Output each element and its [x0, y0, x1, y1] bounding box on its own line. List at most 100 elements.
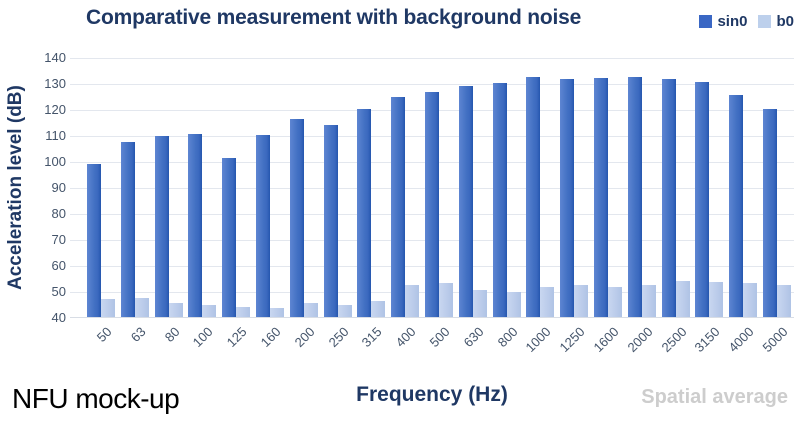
- bar-group-630: [458, 85, 487, 317]
- gridline: [70, 58, 794, 59]
- bar-group-315: [357, 109, 386, 317]
- bar-group-250: [323, 124, 352, 317]
- y-axis-title: Acceleration level (dB): [5, 85, 26, 291]
- footer-note-right: Spatial average: [641, 386, 788, 408]
- bar-sin0-3150: [695, 81, 710, 317]
- bar-b0-200: [303, 302, 318, 317]
- bar-group-160: [256, 135, 284, 317]
- x-tick-label: 800: [494, 324, 521, 350]
- legend-item-sin0: sin0: [699, 13, 747, 30]
- bar-sin0-400: [391, 97, 406, 317]
- bar-b0-5000: [777, 284, 791, 317]
- x-tick-label: 125: [223, 324, 250, 350]
- bar-group-3150: [695, 81, 724, 317]
- x-tick-label: 400: [392, 324, 419, 350]
- bar-group-1600: [594, 77, 622, 317]
- bar-sin0-250: [323, 124, 338, 317]
- bar-sin0-1600: [594, 77, 608, 317]
- bar-sin0-500: [425, 92, 439, 317]
- bar-b0-2500: [675, 280, 690, 317]
- x-tick-label: 200: [291, 324, 318, 350]
- bar-group-200: [289, 119, 318, 317]
- bar-b0-315: [371, 301, 386, 317]
- bar-group-50: [87, 163, 115, 317]
- bar-group-63: [120, 141, 149, 317]
- gridline: [70, 84, 794, 85]
- bar-b0-63: [134, 297, 149, 317]
- bar-b0-250: [337, 305, 352, 317]
- bar-b0-800: [506, 292, 521, 317]
- bar-group-5000: [763, 109, 791, 317]
- x-tick-label: 2000: [624, 324, 656, 356]
- x-tick-label: 50: [93, 324, 115, 345]
- bar-sin0-2500: [661, 79, 676, 317]
- bar-b0-400: [405, 284, 420, 317]
- y-tick-label: 40: [51, 310, 66, 325]
- bar-group-125: [222, 158, 251, 317]
- bar-sin0-50: [87, 163, 101, 317]
- bar-b0-1250: [574, 284, 589, 317]
- y-tick-label: 60: [51, 258, 66, 273]
- bar-b0-1000: [540, 287, 555, 317]
- bar-b0-50: [101, 298, 115, 317]
- bar-sin0-63: [120, 141, 135, 317]
- sin0-swatch-icon: [699, 15, 713, 28]
- bar-sin0-800: [492, 83, 507, 317]
- x-axis: 50 63 80 100 125 160 200 250 315 400 500 630 800 1000…: [70, 324, 794, 376]
- bar-b0-2000: [641, 284, 656, 317]
- y-tick-label: 130: [44, 76, 66, 91]
- bar-sin0-315: [357, 109, 372, 317]
- legend: sin0 b0: [699, 13, 794, 30]
- b0-swatch-icon: [758, 15, 772, 28]
- bar-sin0-4000: [729, 94, 744, 317]
- bar-b0-500: [439, 283, 453, 317]
- x-tick-label: 5000: [759, 324, 791, 356]
- bar-group-100: [188, 133, 217, 317]
- x-tick-label: 3150: [691, 324, 723, 356]
- x-tick-label: 1600: [590, 324, 622, 356]
- bar-sin0-80: [154, 136, 169, 317]
- bar-b0-100: [202, 305, 217, 317]
- bar-b0-125: [236, 306, 251, 317]
- y-tick-label: 120: [44, 102, 66, 117]
- x-tick-label: 100: [190, 324, 216, 350]
- legend-item-b0: b0: [758, 13, 794, 30]
- bar-sin0-2000: [627, 76, 642, 317]
- bar-b0-630: [472, 289, 487, 317]
- bar-b0-4000: [743, 283, 758, 317]
- bar-sin0-100: [188, 133, 203, 317]
- plot-area: [70, 58, 794, 318]
- bar-sin0-125: [222, 158, 237, 317]
- footer-note-left: NFU mock-up: [12, 383, 180, 414]
- bar-group-1000: [526, 76, 555, 317]
- bar-group-4000: [729, 94, 758, 317]
- x-axis-title: Frequency (Hz): [356, 383, 508, 406]
- y-tick-label: 110: [45, 128, 66, 143]
- bar-b0-1600: [608, 287, 622, 317]
- x-tick-label: 250: [325, 324, 352, 350]
- x-tick-label: 1250: [556, 324, 588, 356]
- y-tick-label: 80: [51, 206, 66, 221]
- bar-b0-3150: [709, 281, 724, 317]
- y-tick-label: 50: [51, 284, 66, 299]
- bar-b0-80: [168, 302, 183, 317]
- legend-label-b0: b0: [776, 13, 794, 30]
- bar-sin0-200: [289, 119, 304, 317]
- y-axis: 140 130 120 110 100 90 80 70 60 50 40: [28, 50, 66, 325]
- x-tick-label: 315: [359, 324, 385, 350]
- bar-sin0-160: [256, 135, 270, 317]
- bar-group-2500: [661, 79, 690, 317]
- y-tick-label: 140: [44, 50, 66, 65]
- y-tick-label: 90: [51, 180, 66, 195]
- x-tick-label: 160: [257, 324, 284, 350]
- x-tick-label: 4000: [725, 324, 757, 356]
- x-tick-label: 2500: [658, 324, 690, 356]
- bar-sin0-5000: [763, 109, 777, 317]
- legend-label-sin0: sin0: [717, 13, 748, 30]
- x-tick-label: 63: [127, 324, 149, 345]
- bar-sin0-630: [458, 85, 473, 317]
- x-tick-label: 1000: [522, 324, 554, 356]
- chart-title: Comparative measurement with background …: [86, 6, 582, 29]
- bar-group-2000: [627, 76, 656, 317]
